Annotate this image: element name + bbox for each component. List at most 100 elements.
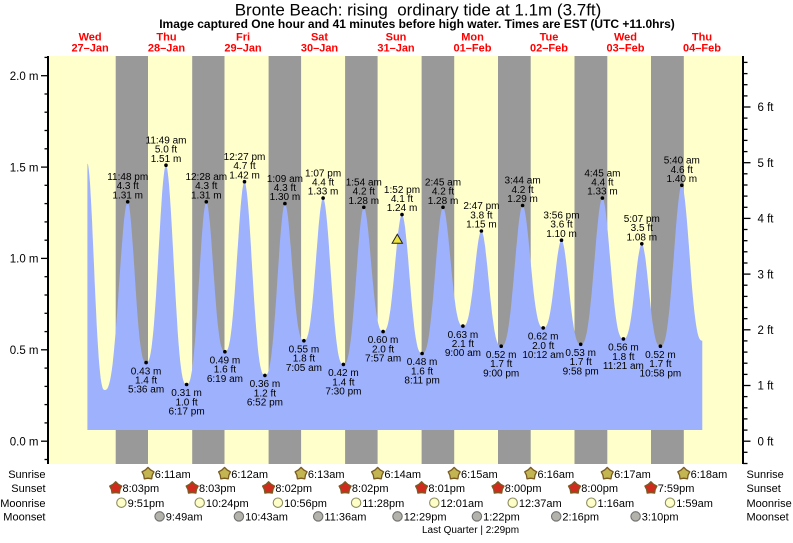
svg-text:Moonset: Moonset	[3, 512, 45, 524]
svg-text:10:24pm: 10:24pm	[206, 498, 249, 510]
svg-text:2:47 pm: 2:47 pm	[463, 201, 499, 212]
svg-text:11:36am: 11:36am	[324, 512, 366, 524]
svg-text:6:11am: 6:11am	[155, 469, 191, 481]
svg-text:6:52 pm: 6:52 pm	[247, 398, 283, 409]
svg-text:30–Jan: 30–Jan	[301, 43, 339, 55]
svg-text:4:45 am: 4:45 am	[584, 168, 620, 179]
svg-text:1.40 m: 1.40 m	[667, 174, 698, 185]
svg-text:1.24 m: 1.24 m	[387, 203, 418, 214]
svg-text:1.29 m: 1.29 m	[507, 194, 538, 205]
svg-text:1:59am: 1:59am	[676, 498, 713, 510]
svg-text:10:58 pm: 10:58 pm	[640, 368, 682, 379]
svg-text:Fri: Fri	[236, 32, 250, 44]
svg-text:0.43 m: 0.43 m	[131, 366, 162, 377]
svg-text:1.28 m: 1.28 m	[349, 196, 380, 207]
svg-text:0 ft: 0 ft	[758, 436, 775, 448]
svg-text:02–Feb: 02–Feb	[530, 43, 568, 55]
svg-text:1:16am: 1:16am	[598, 498, 635, 510]
svg-text:3 ft: 3 ft	[758, 269, 775, 281]
svg-text:28–Jan: 28–Jan	[148, 43, 186, 55]
svg-text:6:17am: 6:17am	[614, 469, 651, 481]
svg-text:9:00 pm: 9:00 pm	[483, 368, 519, 379]
svg-text:1.5 m: 1.5 m	[10, 162, 39, 174]
svg-text:0.60 m: 0.60 m	[368, 335, 399, 346]
svg-text:6:16am: 6:16am	[538, 469, 575, 481]
svg-text:Mon: Mon	[461, 32, 484, 44]
svg-text:5.0 ft: 5.0 ft	[155, 145, 177, 156]
svg-text:5 ft: 5 ft	[758, 158, 775, 170]
svg-text:3:10pm: 3:10pm	[642, 512, 679, 524]
svg-text:5:36 am: 5:36 am	[128, 385, 164, 396]
svg-text:11:49 am: 11:49 am	[146, 135, 187, 146]
svg-text:Thu: Thu	[156, 32, 176, 44]
svg-text:Sunset: Sunset	[747, 483, 781, 495]
svg-text:10:56pm: 10:56pm	[284, 498, 327, 510]
svg-text:4.1 ft: 4.1 ft	[391, 194, 413, 205]
svg-text:Sun: Sun	[386, 32, 407, 44]
svg-text:1.42 m: 1.42 m	[229, 170, 260, 181]
svg-text:7:59pm: 7:59pm	[658, 483, 695, 495]
svg-text:5:07 pm: 5:07 pm	[624, 214, 660, 225]
svg-text:7:30 pm: 7:30 pm	[325, 387, 361, 398]
svg-text:12:37am: 12:37am	[519, 498, 562, 510]
svg-text:0.48 m: 0.48 m	[407, 357, 438, 368]
svg-text:8:00pm: 8:00pm	[505, 483, 542, 495]
svg-text:8:03pm: 8:03pm	[123, 483, 160, 495]
svg-text:2:16pm: 2:16pm	[562, 512, 599, 524]
svg-text:6:13am: 6:13am	[308, 469, 345, 481]
svg-text:Sunrise: Sunrise	[8, 469, 45, 481]
svg-text:0.62 m: 0.62 m	[528, 332, 559, 343]
svg-text:4.3 ft: 4.3 ft	[274, 183, 296, 194]
svg-text:2 ft: 2 ft	[758, 325, 775, 337]
svg-text:7:05 am: 7:05 am	[286, 363, 322, 374]
svg-text:1.6 ft: 1.6 ft	[411, 366, 433, 377]
svg-text:4.6 ft: 4.6 ft	[671, 165, 693, 176]
svg-text:0.53 m: 0.53 m	[565, 348, 596, 359]
svg-text:4 ft: 4 ft	[758, 214, 775, 226]
svg-text:3:44 am: 3:44 am	[505, 176, 541, 187]
svg-text:03–Feb: 03–Feb	[607, 43, 645, 55]
svg-text:11:21 am: 11:21 am	[603, 361, 644, 372]
svg-text:04–Feb: 04–Feb	[683, 43, 721, 55]
svg-text:1.51 m: 1.51 m	[151, 154, 182, 165]
svg-text:2.0 ft: 2.0 ft	[532, 341, 554, 352]
svg-text:Sat: Sat	[311, 32, 328, 44]
svg-text:27–Jan: 27–Jan	[71, 43, 109, 55]
svg-text:5:40 am: 5:40 am	[664, 156, 700, 167]
svg-text:Wed: Wed	[614, 32, 637, 44]
svg-text:6:12am: 6:12am	[231, 469, 268, 481]
svg-text:11:48 pm: 11:48 pm	[107, 172, 148, 183]
svg-text:Moonrise: Moonrise	[0, 498, 45, 510]
svg-text:1 ft: 1 ft	[758, 381, 775, 393]
svg-text:1.2 ft: 1.2 ft	[254, 388, 276, 399]
svg-text:2.1 ft: 2.1 ft	[452, 339, 474, 350]
svg-text:9:00 am: 9:00 am	[445, 348, 481, 359]
svg-text:0.36 m: 0.36 m	[250, 379, 281, 390]
svg-text:3.5 ft: 3.5 ft	[631, 223, 653, 234]
svg-text:1.7 ft: 1.7 ft	[649, 359, 671, 370]
svg-text:1:07 pm: 1:07 pm	[305, 168, 341, 179]
svg-text:11:28pm: 11:28pm	[362, 498, 404, 510]
svg-text:12:01am: 12:01am	[441, 498, 484, 510]
svg-text:0.55 m: 0.55 m	[289, 344, 320, 355]
svg-text:4.4 ft: 4.4 ft	[312, 178, 334, 189]
svg-text:2.0 m: 2.0 m	[10, 71, 39, 83]
svg-text:0.63 m: 0.63 m	[448, 330, 479, 341]
svg-text:2:45 am: 2:45 am	[425, 178, 461, 189]
svg-text:6:14am: 6:14am	[384, 469, 421, 481]
svg-text:1:52 pm: 1:52 pm	[384, 185, 420, 196]
svg-text:1.4 ft: 1.4 ft	[332, 377, 354, 388]
svg-text:10:43am: 10:43am	[245, 512, 288, 524]
svg-text:6 ft: 6 ft	[758, 102, 775, 114]
svg-text:4.2 ft: 4.2 ft	[353, 187, 375, 198]
svg-text:1.30 m: 1.30 m	[270, 192, 301, 203]
svg-text:1.6 ft: 1.6 ft	[214, 365, 236, 376]
svg-text:4.2 ft: 4.2 ft	[511, 185, 533, 196]
svg-text:Wed: Wed	[79, 32, 102, 44]
svg-text:0.5 m: 0.5 m	[10, 345, 39, 357]
svg-text:Moonrise: Moonrise	[747, 498, 792, 510]
svg-text:4.3 ft: 4.3 ft	[195, 181, 217, 192]
svg-text:6:15am: 6:15am	[461, 469, 498, 481]
svg-text:0.56 m: 0.56 m	[608, 343, 639, 354]
svg-text:4.4 ft: 4.4 ft	[591, 178, 613, 189]
